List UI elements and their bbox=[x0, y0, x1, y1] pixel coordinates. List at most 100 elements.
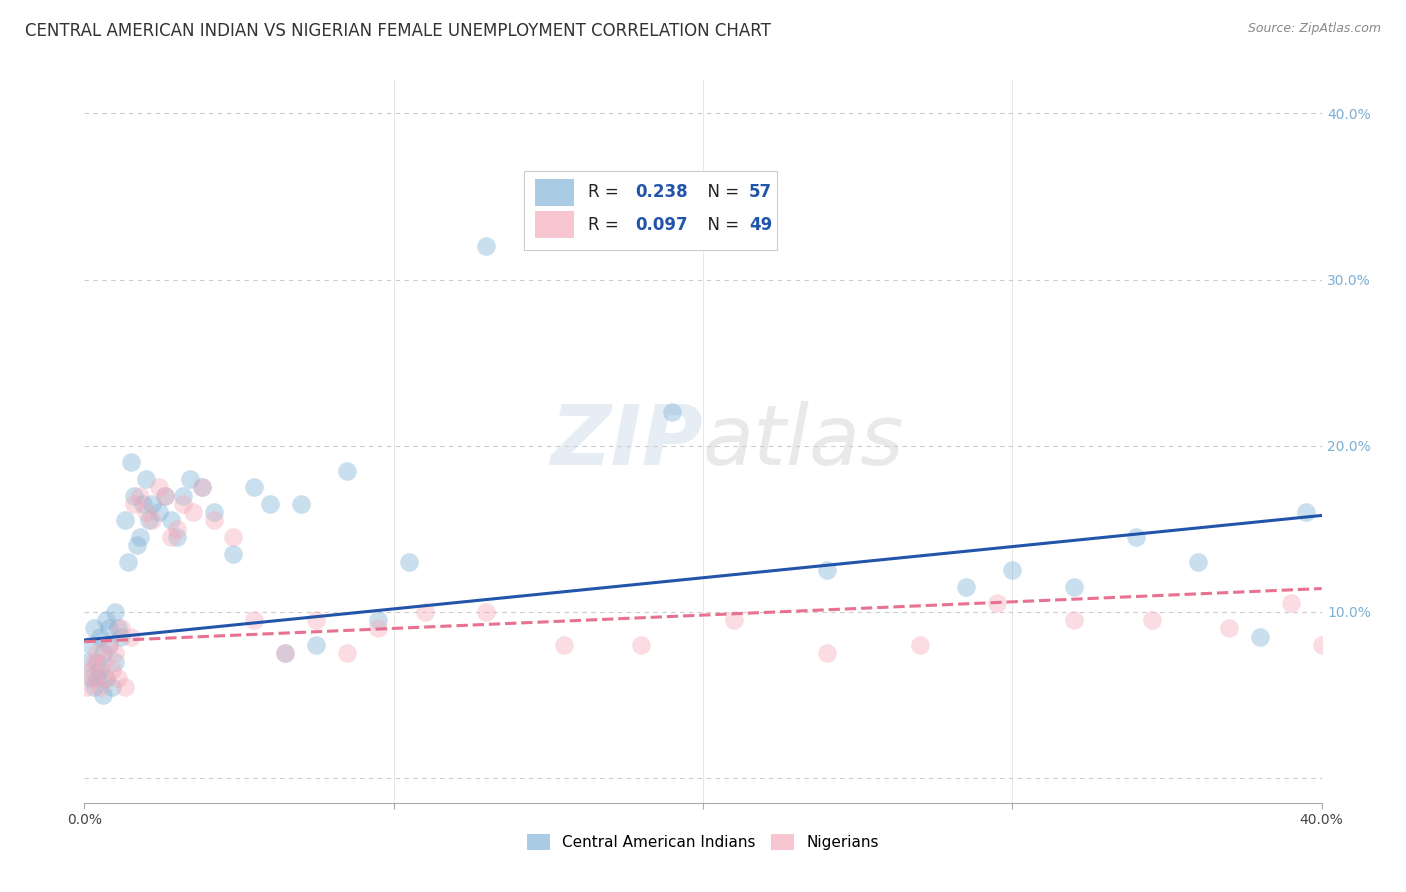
Point bbox=[630, 638, 652, 652]
Point bbox=[1125, 530, 1147, 544]
Point bbox=[110, 630, 132, 644]
Point bbox=[305, 613, 328, 627]
Point bbox=[290, 497, 312, 511]
Point bbox=[153, 489, 176, 503]
Point bbox=[86, 671, 108, 685]
FancyBboxPatch shape bbox=[523, 170, 778, 250]
Text: R =: R = bbox=[588, 216, 624, 234]
Point bbox=[98, 638, 121, 652]
Point bbox=[122, 489, 145, 503]
Text: N =: N = bbox=[697, 183, 744, 202]
Point bbox=[148, 480, 170, 494]
Point bbox=[135, 472, 157, 486]
Point bbox=[1279, 597, 1302, 611]
Point bbox=[89, 630, 111, 644]
Point bbox=[160, 530, 183, 544]
Point bbox=[104, 655, 127, 669]
Point bbox=[166, 522, 188, 536]
Point bbox=[1063, 613, 1085, 627]
Legend: Central American Indians, Nigerians: Central American Indians, Nigerians bbox=[522, 829, 884, 856]
Point bbox=[191, 480, 214, 494]
Point bbox=[723, 613, 745, 627]
Point bbox=[243, 480, 266, 494]
Point bbox=[98, 621, 121, 635]
Point bbox=[110, 621, 132, 635]
Point bbox=[475, 605, 498, 619]
Point bbox=[1187, 555, 1209, 569]
Point bbox=[122, 497, 145, 511]
Text: R =: R = bbox=[588, 183, 624, 202]
Point bbox=[160, 513, 183, 527]
Point bbox=[89, 680, 111, 694]
Point bbox=[91, 688, 114, 702]
Point bbox=[98, 638, 121, 652]
Point bbox=[1403, 646, 1406, 660]
Point bbox=[274, 646, 297, 660]
Point bbox=[986, 597, 1008, 611]
Point bbox=[104, 605, 127, 619]
Text: 0.097: 0.097 bbox=[636, 216, 688, 234]
Point bbox=[172, 489, 194, 503]
Point bbox=[222, 547, 245, 561]
Text: ZIP: ZIP bbox=[550, 401, 703, 482]
Point bbox=[101, 663, 124, 677]
Point bbox=[553, 638, 575, 652]
Point bbox=[107, 621, 129, 635]
Point bbox=[83, 621, 105, 635]
Point bbox=[135, 505, 157, 519]
Text: atlas: atlas bbox=[703, 401, 904, 482]
Point bbox=[475, 239, 498, 253]
Point bbox=[83, 680, 105, 694]
Point bbox=[94, 671, 117, 685]
Point bbox=[1063, 580, 1085, 594]
Point bbox=[1218, 621, 1240, 635]
Point bbox=[243, 613, 266, 627]
Point bbox=[104, 646, 127, 660]
Text: CENTRAL AMERICAN INDIAN VS NIGERIAN FEMALE UNEMPLOYMENT CORRELATION CHART: CENTRAL AMERICAN INDIAN VS NIGERIAN FEMA… bbox=[25, 22, 770, 40]
Point bbox=[191, 480, 214, 494]
Point bbox=[141, 497, 163, 511]
Point bbox=[114, 513, 136, 527]
Point bbox=[179, 472, 201, 486]
Text: 0.238: 0.238 bbox=[636, 183, 688, 202]
Point bbox=[398, 555, 420, 569]
Point bbox=[86, 646, 108, 660]
Point bbox=[86, 655, 108, 669]
Point bbox=[153, 489, 176, 503]
Point bbox=[1341, 671, 1364, 685]
Point bbox=[141, 513, 163, 527]
Point bbox=[117, 555, 139, 569]
Point bbox=[1001, 563, 1024, 577]
Point bbox=[91, 646, 114, 660]
Point bbox=[94, 671, 117, 685]
Point bbox=[367, 621, 389, 635]
Point bbox=[76, 680, 98, 694]
Point bbox=[91, 655, 114, 669]
FancyBboxPatch shape bbox=[534, 211, 574, 238]
Point bbox=[172, 497, 194, 511]
Point bbox=[274, 646, 297, 660]
Point bbox=[79, 663, 101, 677]
Point bbox=[89, 663, 111, 677]
Point bbox=[259, 497, 281, 511]
Point bbox=[661, 405, 683, 419]
Point bbox=[202, 513, 225, 527]
Point bbox=[101, 680, 124, 694]
Point bbox=[120, 630, 142, 644]
Point bbox=[1140, 613, 1163, 627]
Point bbox=[138, 513, 160, 527]
Point bbox=[107, 671, 129, 685]
Point bbox=[202, 505, 225, 519]
Point bbox=[336, 464, 359, 478]
Point bbox=[336, 646, 359, 660]
Point bbox=[1372, 605, 1395, 619]
Text: 49: 49 bbox=[749, 216, 772, 234]
Point bbox=[83, 655, 105, 669]
Point bbox=[305, 638, 328, 652]
Point bbox=[815, 646, 838, 660]
Point bbox=[815, 563, 838, 577]
Point bbox=[1249, 630, 1271, 644]
Point bbox=[114, 680, 136, 694]
Point bbox=[413, 605, 436, 619]
Point bbox=[79, 638, 101, 652]
